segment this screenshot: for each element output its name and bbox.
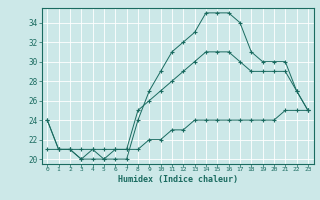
X-axis label: Humidex (Indice chaleur): Humidex (Indice chaleur) bbox=[118, 175, 237, 184]
